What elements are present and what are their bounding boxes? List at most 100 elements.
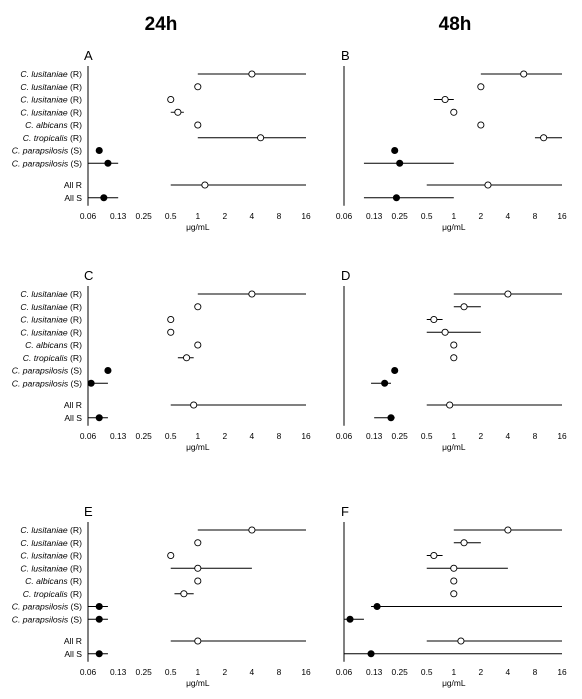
species-name: C. tropicalis — [23, 589, 69, 599]
x-tick-label: 16 — [557, 211, 567, 221]
panel-f: F 0.06 0.13 0.25 0.5 1 2 4 8 16 μg/mL — [336, 504, 567, 688]
row-label: C. parapsilosis (S) — [12, 366, 82, 376]
species-name: C. albicans — [25, 576, 68, 586]
panel-letter: E — [84, 504, 93, 519]
species-name: C. tropicalis — [23, 353, 69, 363]
x-tick-label: 0.5 — [421, 667, 433, 677]
susceptibility-code: (R) — [68, 302, 82, 312]
open-point — [460, 303, 468, 311]
open-point — [174, 108, 182, 116]
filled-point — [95, 650, 103, 658]
susceptibility-code: (R) — [68, 563, 82, 573]
x-tick-label: 4 — [250, 211, 255, 221]
susceptibility-code: (R) — [68, 525, 82, 535]
panel-d: D 0.06 0.13 0.25 0.5 1 2 4 8 16 μg/mL — [336, 268, 567, 452]
x-tick-label: 0.13 — [110, 211, 127, 221]
open-point — [194, 303, 202, 311]
x-tick-label: 1 — [195, 667, 200, 677]
panel-e: E 0.06 0.13 0.25 0.5 1 2 4 8 16 μg/mL C. lusitaniae… — [12, 504, 311, 688]
open-point — [520, 70, 528, 78]
x-tick-label: 0.25 — [136, 211, 153, 221]
row-label: All R — [64, 400, 82, 410]
filled-point — [387, 414, 395, 422]
x-axis-title: μg/mL — [186, 442, 210, 452]
row-label: C. parapsilosis (S) — [12, 614, 82, 624]
open-point — [450, 590, 458, 598]
species-name: C. albicans — [25, 340, 68, 350]
species-name: C. parapsilosis — [12, 158, 69, 168]
species-name: C. lusitaniae — [20, 327, 68, 337]
open-point — [457, 637, 465, 645]
x-tick-label: 1 — [451, 431, 456, 441]
x-axis-title: μg/mL — [442, 678, 466, 688]
x-tick-label: 0.13 — [110, 667, 127, 677]
x-tick-label: 4 — [506, 667, 511, 677]
x-tick-label: 0.25 — [392, 667, 409, 677]
species-name: C. lusitaniae — [20, 69, 68, 79]
x-tick-label: 0.06 — [336, 211, 353, 221]
row-label: C. lusitaniae (R) — [20, 289, 82, 299]
species-name: C. lusitaniae — [20, 563, 68, 573]
susceptibility-code: (R) — [68, 589, 82, 599]
species-name: C. lusitaniae — [20, 82, 68, 92]
x-tick-label: 16 — [301, 431, 311, 441]
species-name: C. lusitaniae — [20, 315, 68, 325]
x-tick-label: 1 — [451, 211, 456, 221]
x-tick-label: 0.25 — [136, 431, 153, 441]
open-point — [450, 341, 458, 349]
filled-point — [95, 615, 103, 623]
panel-letter: B — [341, 48, 350, 63]
filled-point — [104, 159, 112, 167]
species-name: C. parapsilosis — [12, 614, 69, 624]
row-label: All S — [64, 193, 82, 203]
panel-a: A 0.06 0.13 0.25 0.5 1 2 4 8 16 μg/mL C. lusitaniae… — [12, 48, 311, 232]
open-point — [504, 526, 512, 534]
susceptibility-code: (S) — [68, 602, 82, 612]
filled-point — [391, 146, 399, 155]
x-tick-label: 8 — [277, 667, 282, 677]
open-point — [194, 577, 202, 585]
open-point — [460, 539, 468, 547]
species-name: C. lusitaniae — [20, 95, 68, 105]
x-tick-label: 0.25 — [392, 431, 409, 441]
open-point — [183, 354, 191, 362]
open-point — [484, 181, 492, 189]
row-label: C. lusitaniae (R) — [20, 551, 82, 561]
row-label: All S — [64, 413, 82, 423]
x-tick-label: 8 — [277, 211, 282, 221]
panel-letter: C — [84, 268, 93, 283]
panel-letter: D — [341, 268, 350, 283]
x-tick-label: 2 — [223, 667, 228, 677]
panel-letter: A — [84, 48, 93, 63]
open-point — [201, 181, 209, 189]
x-tick-label: 8 — [533, 211, 538, 221]
open-point — [450, 354, 458, 362]
open-point — [194, 121, 202, 129]
susceptibility-code: (R) — [68, 120, 82, 130]
x-tick-label: 16 — [557, 431, 567, 441]
filled-point — [95, 602, 103, 611]
open-point — [446, 401, 454, 409]
row-label: C. lusitaniae (R) — [20, 302, 82, 312]
susceptibility-code: (R) — [68, 133, 82, 143]
species-name: C. albicans — [25, 120, 68, 130]
row-label: All R — [64, 636, 82, 646]
open-point — [167, 328, 175, 336]
row-label: C. lusitaniae (R) — [20, 525, 82, 535]
x-tick-label: 4 — [506, 211, 511, 221]
row-label: C. albicans (R) — [25, 576, 82, 586]
open-point — [441, 95, 449, 104]
open-point — [430, 551, 438, 560]
susceptibility-code: (R) — [68, 95, 82, 105]
x-tick-label: 8 — [533, 667, 538, 677]
x-tick-label: 2 — [479, 667, 484, 677]
x-axis-title: μg/mL — [186, 222, 210, 232]
row-label: C. lusitaniae (R) — [20, 107, 82, 117]
x-tick-label: 0.13 — [110, 431, 127, 441]
species-name: C. parapsilosis — [12, 378, 69, 388]
species-name: C. lusitaniae — [20, 525, 68, 535]
panel-b: B 0.06 0.13 0.25 0.5 1 2 4 8 16 μg/mL — [336, 48, 567, 232]
filled-point — [104, 366, 112, 375]
column-header-48h: 48h — [439, 14, 472, 35]
susceptibility-code: (S) — [68, 614, 82, 624]
